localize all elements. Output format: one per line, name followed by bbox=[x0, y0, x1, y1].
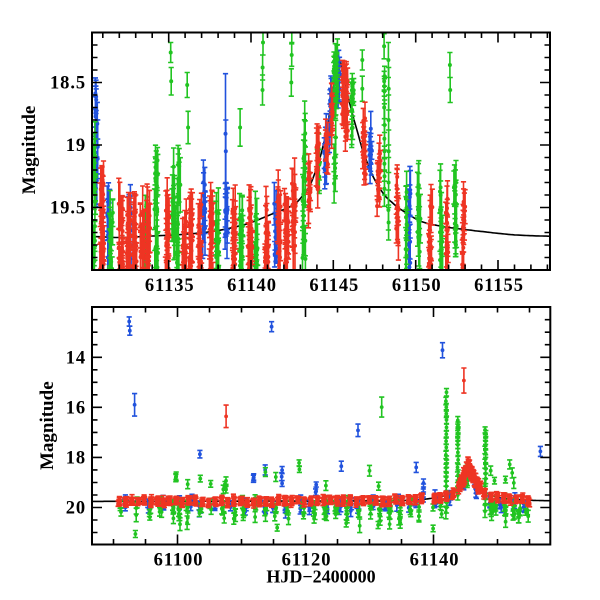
svg-text:18: 18 bbox=[66, 449, 86, 469]
svg-text:61150: 61150 bbox=[392, 276, 442, 296]
svg-text:61120: 61120 bbox=[282, 551, 332, 571]
svg-text:19: 19 bbox=[66, 136, 86, 156]
svg-text:18.5: 18.5 bbox=[50, 74, 86, 94]
svg-text:HJD−2400000: HJD−2400000 bbox=[266, 567, 375, 587]
svg-text:61145: 61145 bbox=[309, 276, 359, 296]
svg-text:61155: 61155 bbox=[474, 276, 524, 296]
svg-text:61100: 61100 bbox=[154, 551, 204, 571]
svg-text:61140: 61140 bbox=[227, 276, 277, 296]
svg-text:14: 14 bbox=[66, 349, 86, 369]
svg-text:16: 16 bbox=[66, 399, 86, 419]
svg-text:20: 20 bbox=[66, 499, 86, 519]
svg-text:19.5: 19.5 bbox=[50, 199, 86, 219]
svg-text:61135: 61135 bbox=[145, 276, 195, 296]
svg-text:Magnitude: Magnitude bbox=[19, 106, 40, 195]
svg-text:61140: 61140 bbox=[410, 551, 460, 571]
svg-text:Magnitude: Magnitude bbox=[37, 381, 58, 470]
